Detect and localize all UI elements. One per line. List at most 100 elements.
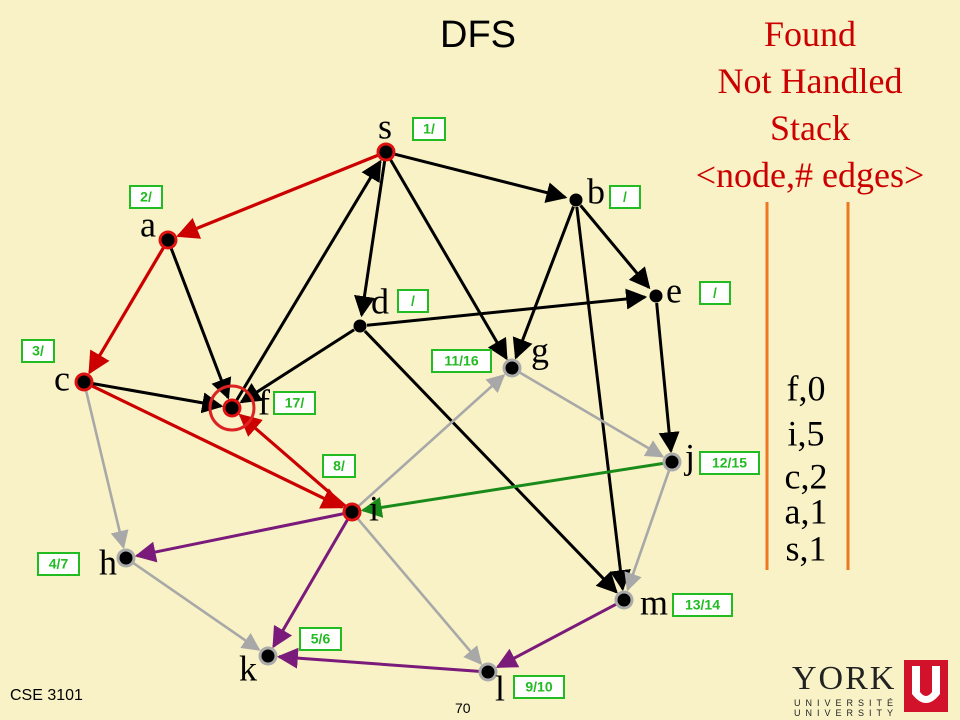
edge-l-k bbox=[276, 647, 482, 673]
edge-j-m bbox=[624, 468, 671, 592]
node-d: d / bbox=[353, 281, 429, 333]
time-box bbox=[299, 627, 342, 651]
edge-d-e bbox=[366, 288, 648, 327]
edge-m-l bbox=[495, 601, 619, 669]
edge-s-b bbox=[392, 152, 568, 203]
node-dot bbox=[649, 289, 663, 303]
time-label: 1/ bbox=[423, 121, 435, 137]
node-dot bbox=[353, 319, 367, 333]
node-label: i bbox=[369, 488, 379, 528]
node-dot bbox=[379, 145, 393, 159]
node-dot bbox=[161, 233, 175, 247]
edge-c-f bbox=[90, 381, 224, 414]
node-dot bbox=[617, 593, 631, 607]
edge-a-c bbox=[88, 245, 166, 375]
edge-s-a bbox=[176, 153, 381, 239]
node-dot bbox=[345, 505, 359, 519]
node-dot bbox=[119, 551, 133, 565]
edge-e-j bbox=[655, 302, 680, 454]
edge-c-h bbox=[84, 388, 129, 550]
edge-s-d bbox=[354, 158, 387, 318]
edge-h-k bbox=[131, 560, 261, 651]
edge-i-h bbox=[134, 511, 346, 563]
node-dot bbox=[569, 193, 583, 207]
node-c: c 3/ bbox=[21, 339, 94, 398]
node-label: e bbox=[666, 270, 682, 310]
edges-layer bbox=[84, 152, 680, 673]
course-code: CSE 3101 bbox=[10, 687, 83, 704]
time-label: 3/ bbox=[32, 343, 44, 359]
time-label: 9/10 bbox=[525, 679, 552, 695]
time-box bbox=[672, 593, 733, 617]
time-box bbox=[37, 552, 80, 576]
node-dot bbox=[225, 401, 239, 415]
edge-i-k bbox=[272, 517, 350, 649]
time-label: 8/ bbox=[333, 458, 345, 474]
edge-i-f bbox=[238, 413, 348, 509]
edge-i-l bbox=[355, 516, 483, 666]
time-box bbox=[129, 185, 163, 209]
legend-stack: Stack bbox=[770, 108, 850, 148]
york-wordmark: YORK bbox=[792, 660, 897, 697]
current-node-ring bbox=[208, 384, 256, 432]
node-j: j 12/15 bbox=[662, 436, 760, 476]
node-label: c bbox=[54, 358, 70, 398]
stack-item: c,2 bbox=[785, 456, 828, 496]
stack-panel: f,0 i,5c,2a,1s,1 bbox=[765, 202, 850, 570]
node-dot bbox=[505, 361, 519, 375]
edge-a-f bbox=[169, 246, 232, 400]
node-dot bbox=[77, 375, 91, 389]
legend-node-edges: <node,# edges> bbox=[695, 155, 925, 195]
slide-title: DFS bbox=[440, 14, 516, 56]
time-label: 13/14 bbox=[685, 597, 720, 613]
stack-item: f,0 bbox=[787, 368, 826, 408]
time-box bbox=[412, 117, 446, 141]
york-u-icon bbox=[904, 660, 948, 712]
time-box bbox=[431, 349, 492, 373]
edge-b-e bbox=[579, 204, 651, 290]
edge-i-g bbox=[356, 374, 506, 509]
node-k: k 5/6 bbox=[239, 627, 342, 688]
node-a: a2/ bbox=[129, 185, 178, 250]
time-label: / bbox=[623, 189, 627, 205]
time-label: 5/6 bbox=[311, 631, 331, 647]
legend-not-handled: Not Handled bbox=[717, 61, 903, 101]
time-box bbox=[21, 339, 55, 363]
node-i: i 8/ bbox=[322, 454, 379, 528]
time-box bbox=[513, 675, 565, 699]
york-sub-french: UNIVERSITÉ bbox=[794, 698, 899, 708]
edge-f-s bbox=[234, 159, 382, 403]
node-label: l bbox=[495, 668, 505, 708]
time-label: 11/16 bbox=[444, 353, 478, 369]
node-b: b / bbox=[569, 171, 641, 211]
edge-g-j bbox=[517, 370, 665, 458]
time-label: 4/7 bbox=[49, 556, 69, 572]
york-logo: YORK UNIVERSITÉ UNIVERSITY bbox=[792, 660, 950, 718]
node-label: b bbox=[587, 171, 605, 211]
node-label: s bbox=[378, 106, 392, 146]
node-g: g 11/16 bbox=[431, 330, 549, 378]
node-e: e / bbox=[649, 270, 731, 310]
time-box bbox=[699, 451, 760, 475]
time-box bbox=[322, 454, 356, 478]
node-l: l 9/10 bbox=[478, 662, 565, 708]
node-label: a bbox=[140, 204, 156, 244]
time-label: / bbox=[411, 293, 415, 309]
node-h: h 4/7 bbox=[37, 542, 136, 582]
time-box bbox=[609, 185, 641, 209]
node-label: k bbox=[239, 648, 257, 688]
node-dot bbox=[261, 649, 275, 663]
time-label: 2/ bbox=[140, 189, 152, 205]
node-label: d bbox=[371, 281, 389, 321]
node-m: m 13/14 bbox=[614, 582, 733, 622]
page-number: 70 bbox=[455, 700, 471, 716]
edge-c-i bbox=[89, 383, 345, 509]
stack-item: s,1 bbox=[785, 528, 826, 568]
stack-item: i,5 bbox=[787, 413, 824, 453]
node-label: g bbox=[531, 330, 549, 370]
node-dot bbox=[665, 455, 679, 469]
node-s: s 1/ bbox=[376, 106, 446, 162]
time-label: 12/15 bbox=[712, 455, 747, 471]
